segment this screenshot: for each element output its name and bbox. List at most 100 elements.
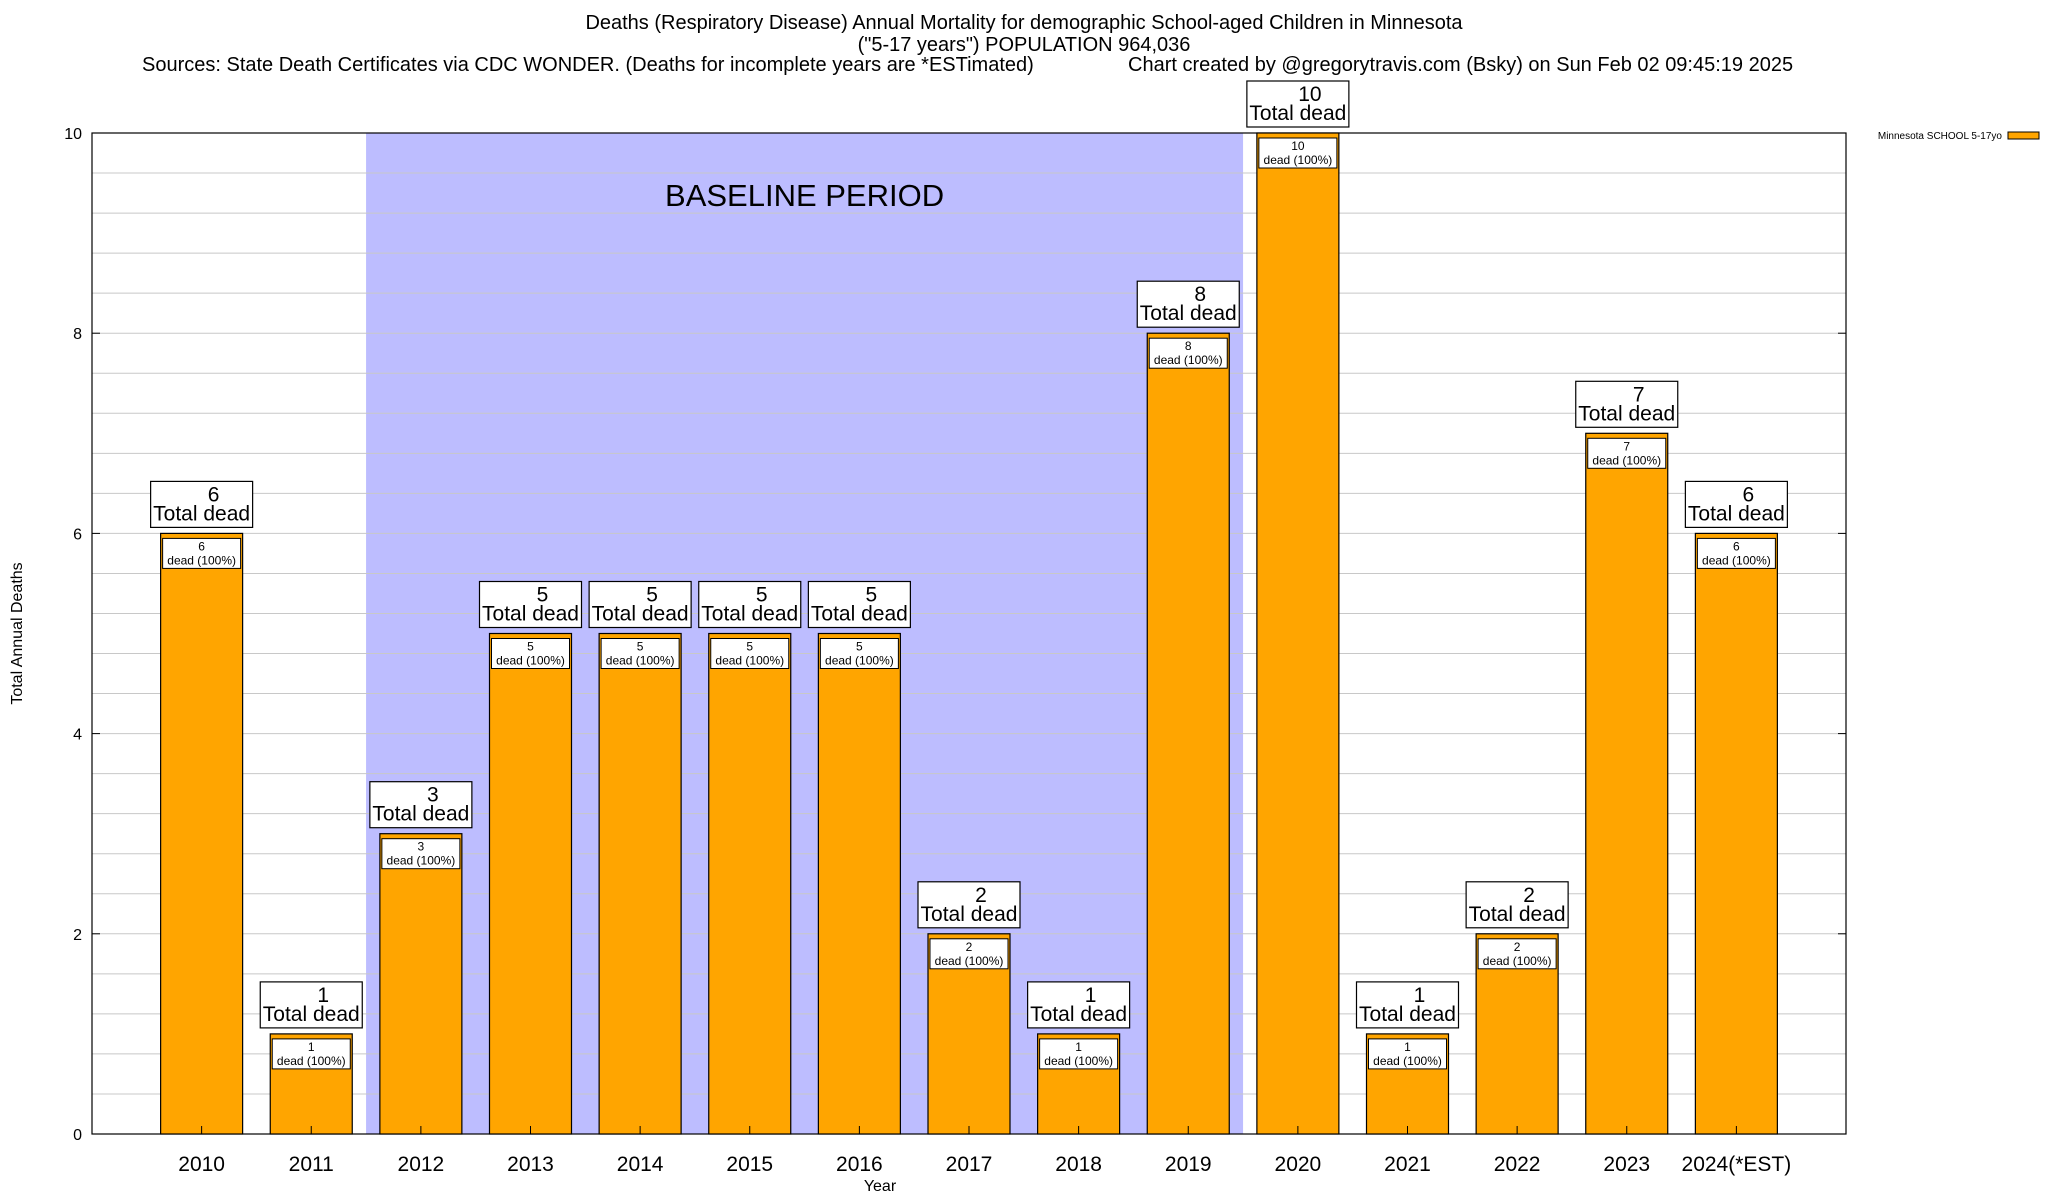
bar [598,632,682,1135]
total-label-text: Total dead [1140,302,1237,325]
total-label-text: Total dead [153,502,250,525]
x-tick-label: 2012 [398,1153,445,1176]
chart-title: Deaths (Respiratory Disease) Annual Mort… [585,12,1463,34]
total-label-box [917,881,1021,929]
y-tick-label: 4 [73,727,82,744]
total-label-text: Total dead [921,903,1018,926]
y-tick-label: 0 [73,1127,82,1144]
bar-inner-label: dead (100%) [1592,453,1661,467]
x-tick-label: 2021 [1384,1153,1431,1176]
bar [379,833,463,1135]
chart-credit: Chart created by @gregorytravis.com (Bsk… [1128,54,1794,76]
bar-inner-value: 5 [856,640,863,654]
total-label-box [1575,380,1679,428]
total-label-value: 2 [1523,884,1535,907]
x-tick-label: 2010 [178,1153,225,1176]
bar-inner-label-box [819,638,899,669]
bar-inner-label-box [1587,437,1667,469]
total-label-text: Total dead [1469,903,1566,926]
total-label-value: 3 [427,784,439,807]
total-label-text: Total dead [1030,1003,1127,1026]
bar-inner-label: dead (100%) [715,654,784,668]
bar-inner-value: 3 [418,840,425,854]
total-label-value: 6 [1743,483,1755,506]
chart-sources: Sources: State Death Certificates via CD… [142,54,1034,76]
bar-inner-label: dead (100%) [606,654,675,668]
baseline-period-label: BASELINE PERIOD [665,178,944,213]
total-label-box [588,580,692,629]
bar [1694,532,1778,1135]
bar-inner-label: dead (100%) [1264,153,1333,167]
legend-swatch [2007,131,2040,140]
total-label-value: 5 [866,584,878,607]
bar-inner-label-box [491,638,570,669]
total-label-value: 10 [1298,83,1321,106]
total-label-value: 2 [975,884,987,907]
total-label-box [1027,981,1131,1029]
bar [488,632,573,1135]
bar [1585,432,1669,1135]
bar-inner-value: 10 [1291,139,1305,153]
bar-inner-value: 8 [1185,339,1192,353]
y-tick-label: 6 [73,526,82,543]
bar [160,532,244,1135]
bar [817,632,901,1135]
total-label-box [150,480,254,528]
total-label-value: 8 [1194,283,1206,306]
x-tick-label: 2014 [617,1153,664,1176]
total-label-value: 6 [208,483,220,506]
total-label-value: 5 [537,584,549,607]
bar-inner-label: dead (100%) [1373,1054,1442,1068]
bar-inner-label: dead (100%) [1044,1054,1113,1068]
bar-inner-label: dead (100%) [935,954,1004,968]
x-tick-label: 2023 [1603,1153,1650,1176]
bar-inner-label-box [1368,1038,1447,1070]
bar-inner-label-box [1039,1038,1119,1070]
x-tick-label: 2016 [836,1153,883,1176]
total-label-value: 1 [1414,984,1426,1007]
total-label-box [807,580,911,629]
total-label-text: Total dead [1359,1003,1456,1026]
bar-inner-label: dead (100%) [1483,954,1552,968]
bar-inner-label-box [929,938,1009,970]
total-label-box [478,580,583,629]
bar-inner-label: dead (100%) [825,654,894,668]
bar-inner-value: 2 [1514,940,1521,954]
bar-inner-label: dead (100%) [167,553,236,567]
bar-inner-label-box [600,638,680,669]
total-label-text: Total dead [701,603,798,626]
x-tick-label: 2011 [289,1153,334,1176]
bar [1146,332,1230,1135]
total-label-text: Total dead [263,1003,360,1026]
total-label-box [1465,881,1569,929]
x-tick-label: 2022 [1494,1153,1541,1176]
total-label-box [259,981,363,1029]
bar-inner-value: 6 [198,539,205,553]
y-tick-label: 8 [73,326,82,343]
bar [1256,132,1340,1135]
bar-inner-label: dead (100%) [387,854,456,868]
bar-inner-value: 6 [1733,539,1740,553]
total-label-text: Total dead [372,803,469,826]
bar-inner-label-box [1477,938,1557,970]
bar-inner-label-box [1148,337,1228,369]
x-tick-label: 2015 [726,1153,773,1176]
bar-inner-value: 5 [746,640,753,654]
y-tick-label: 2 [73,927,82,944]
x-tick-label: 2019 [1165,1153,1212,1176]
bar-inner-value: 7 [1623,439,1630,453]
legend-label: Minnesota SCHOOL 5-17yo [1878,131,2003,142]
total-label-text: Total dead [1578,402,1675,425]
bar-inner-label-box [710,638,790,669]
bar [708,632,792,1135]
bar-inner-label: dead (100%) [1154,353,1223,367]
total-label-box [1355,981,1460,1029]
bar-inner-label-box [1696,537,1776,569]
x-tick-label: 2017 [946,1153,993,1176]
x-tick-label: 2018 [1055,1153,1102,1176]
bar-inner-label-box [271,1038,351,1070]
total-label-box [1136,280,1240,328]
bar-inner-value: 1 [308,1040,315,1054]
bar-inner-value: 5 [527,640,534,654]
y-tick-label: 10 [64,126,82,143]
